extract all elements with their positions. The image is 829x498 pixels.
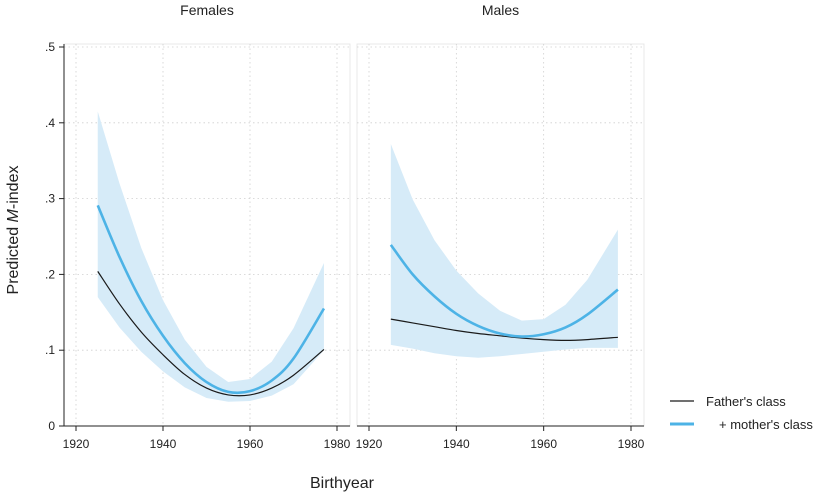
x-tick-label: 1920 bbox=[63, 437, 90, 451]
panel-title: Females bbox=[180, 2, 234, 18]
x-tick-label: 1980 bbox=[618, 437, 645, 451]
series-line-father-class bbox=[390, 318, 618, 341]
confidence-band bbox=[390, 144, 618, 358]
y-tick-label: .5 bbox=[45, 40, 55, 54]
series-line-mother-class bbox=[96, 204, 326, 395]
legend: Father's class + mother's class bbox=[670, 394, 813, 432]
panel-females: 1920 1940 1960 1980 0 .1 .2 .3 .4 .5 Females bbox=[45, 2, 351, 451]
y-tick-label: 0 bbox=[48, 419, 55, 433]
y-tick-label: .1 bbox=[45, 343, 55, 357]
y-tick-label: .2 bbox=[45, 267, 55, 281]
y-axis-label-italic: M bbox=[5, 208, 22, 222]
x-tick-label: 1940 bbox=[150, 437, 177, 451]
x-tick-label: 1960 bbox=[237, 437, 264, 451]
y-tick-label: .4 bbox=[45, 116, 55, 130]
legend-label-mother: + mother's class bbox=[719, 417, 813, 432]
x-tick-label: 1940 bbox=[443, 437, 470, 451]
y-axis-label-suffix: -index bbox=[5, 166, 22, 210]
series-line-mother-class bbox=[389, 244, 619, 338]
x-tick-label: 1960 bbox=[530, 437, 557, 451]
series-line-father-class bbox=[97, 271, 325, 397]
y-axis-label-prefix: Predicted bbox=[5, 222, 22, 294]
y-tick-label: .3 bbox=[45, 192, 55, 206]
x-tick-label: 1980 bbox=[324, 437, 351, 451]
legend-label-father: Father's class bbox=[706, 394, 786, 409]
x-axis-label: Birthyear bbox=[310, 475, 375, 492]
confidence-band bbox=[97, 111, 324, 402]
panel-males: 1920 1940 1960 1980 Males bbox=[356, 2, 645, 451]
y-axis-label: Predicted M-index bbox=[5, 166, 22, 295]
x-tick-label: 1920 bbox=[356, 437, 383, 451]
panel-title: Males bbox=[482, 2, 519, 18]
